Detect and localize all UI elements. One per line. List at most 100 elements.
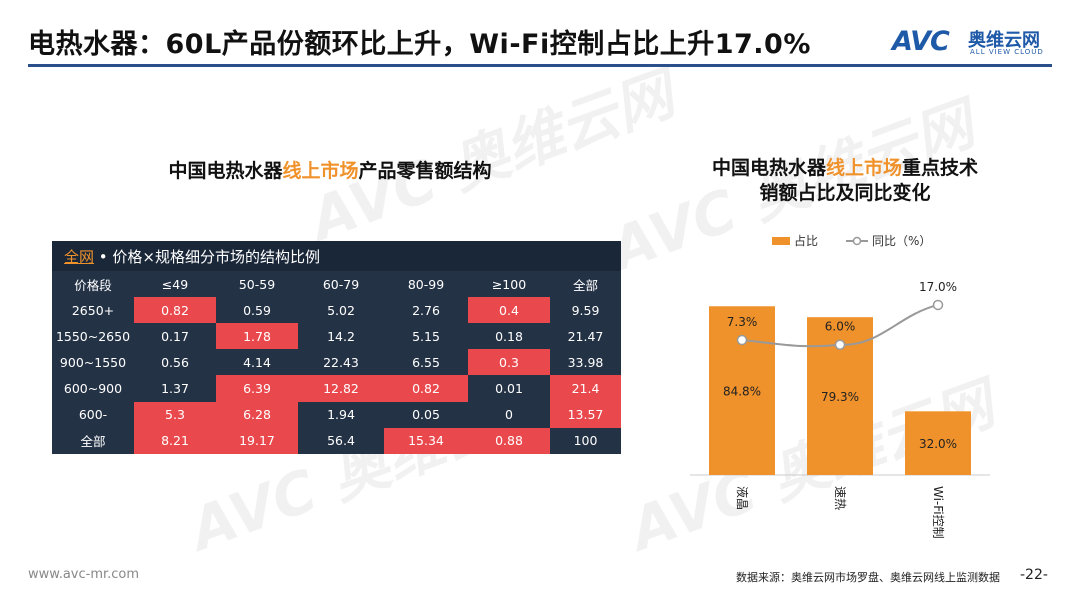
left-subtitle-b: 产品零售额结构: [358, 160, 492, 182]
category-label: Wi-Fi控制: [931, 486, 945, 539]
table-cell: 0.17: [161, 328, 189, 344]
table-cell: 0.05: [412, 407, 440, 423]
bar-share: [905, 411, 971, 475]
row-label: 1550~2650: [55, 328, 131, 344]
tech-chart: 占比 同比（%） 84.8% 79.3% 32.0% 7.3% 6.0% 17.0% 液晶 速热 W…: [690, 226, 1020, 556]
logo-mark: AVC: [892, 26, 950, 57]
bar-data-label: 79.3%: [821, 390, 859, 404]
right-subtitle-line1: 中国电热水器线上市场重点技术: [680, 156, 1010, 181]
logo-en: ALL VIEW CLOUD: [970, 48, 1044, 56]
table-cell: 1.94: [327, 407, 355, 423]
table-cell: 6.28: [216, 401, 298, 428]
row-label: 600~900: [63, 381, 123, 397]
yoy-point: [932, 299, 944, 311]
right-subtitle-highlight: 线上市场: [825, 157, 902, 179]
yoy-data-label: 6.0%: [825, 320, 856, 334]
table-cell: 0: [505, 407, 513, 423]
table-row: 600~900 1.37 6.39 12.82 0.82 0.01 21.4: [52, 375, 621, 402]
avc-logo: AVC 奥维云网 ALL VIEW CLOUD: [892, 26, 1052, 57]
table-cell: 0.88: [468, 427, 550, 454]
table-cell: 4.14: [243, 354, 271, 370]
column-header: 60-79: [322, 276, 360, 292]
row-label: 600-: [78, 407, 108, 423]
yoy-data-label: 17.0%: [919, 280, 957, 294]
logo-cn: 奥维云网: [968, 30, 1040, 51]
left-subtitle-a: 中国电热水器: [168, 160, 283, 182]
column-header: ≥100: [491, 276, 527, 292]
yoy-point: [834, 339, 846, 350]
table-header-bar: 全网 • 价格×规格细分市场的结构比例: [52, 241, 621, 271]
table-cell: 9.59: [571, 302, 600, 318]
table-header-text: 全网 • 价格×规格细分市场的结构比例: [64, 246, 320, 267]
yoy-point: [736, 334, 748, 346]
table-header-row: 价格段 ≤49 50-59 60-79 80-99 ≥100 全部: [52, 271, 621, 297]
table-cell: 56.4: [327, 433, 355, 449]
table-header-highlight: 全网: [64, 248, 95, 266]
bar-share: [709, 306, 775, 475]
table-row: 2650+ 0.82 0.59 5.02 2.76 0.4 9.59: [52, 297, 621, 324]
page-title: 电热水器：60L产品份额环比上升，Wi-Fi控制占比上升17.0%: [28, 29, 811, 60]
table-cell: 21.47: [567, 328, 604, 344]
right-subtitle-a: 中国电热水器: [711, 157, 826, 179]
table-row: 600- 5.3 6.28 1.94 0.05 0 13.57: [52, 401, 621, 428]
table-row: 全部 8.21 19.17 56.4 15.34 0.88 100: [52, 427, 621, 454]
column-header: 价格段: [74, 277, 112, 293]
table-cell: 13.57: [550, 401, 621, 428]
table-cell: 12.82: [298, 375, 384, 402]
table-cell: 6.39: [216, 375, 298, 402]
table-cell: 5.02: [327, 302, 355, 318]
legend-label-bar: 占比: [794, 233, 818, 248]
row-label: 全部: [80, 434, 106, 450]
table-cell: 5.3: [134, 401, 216, 428]
legend-marker-line: [852, 236, 862, 246]
table-cell: 0.4: [468, 297, 550, 324]
table-cell: 19.17: [216, 427, 298, 454]
table-cell: 0.3: [468, 349, 550, 376]
table-cell: 100: [573, 433, 598, 449]
table-cell: 1.78: [216, 323, 298, 350]
watermark: AVC 奥维云网: [301, 59, 683, 254]
table-cell: 0.18: [495, 328, 523, 344]
table-header-rest: • 价格×规格细分市场的结构比例: [94, 248, 320, 266]
tech-chart-svg: 占比 同比（%） 84.8% 79.3% 32.0% 7.3% 6.0% 17.0% 液晶 速热 W…: [690, 233, 990, 539]
yoy-data-label: 7.3%: [727, 315, 758, 329]
structure-grid: 价格段 ≤49 50-59 60-79 80-99 ≥100 全部 2650+ 0.82 0.5…: [52, 271, 621, 454]
table-cell: 0.56: [161, 354, 189, 370]
left-subtitle-highlight: 线上市场: [282, 160, 359, 182]
footer-url[interactable]: www.avc-mr.com: [28, 567, 140, 582]
column-header: ≤49: [161, 276, 189, 292]
column-header: 50-59: [238, 276, 276, 292]
table-cell: 0.59: [243, 302, 271, 318]
table-cell: 22.43: [323, 354, 359, 370]
table-cell: 33.98: [567, 354, 604, 370]
table-cell: 15.34: [384, 427, 468, 454]
table-row: 1550~2650 0.17 1.78 14.2 5.15 0.18 21.47: [52, 323, 621, 350]
footer-source: 数据来源：奥维云网市场罗盘、奥维云网线上监测数据: [736, 571, 1000, 584]
table-cell: 0.82: [384, 375, 468, 402]
row-label: 900~1550: [59, 354, 127, 370]
left-subtitle: 中国电热水器线上市场产品零售额结构: [120, 156, 540, 183]
category-label: 速热: [833, 486, 847, 510]
category-label: 液晶: [735, 486, 750, 510]
table-cell: 0.82: [134, 297, 216, 324]
table-cell: 5.15: [412, 328, 440, 344]
right-subtitle: 中国电热水器线上市场重点技术 销额占比及同比变化: [680, 156, 1010, 206]
column-header: 80-99: [407, 276, 445, 292]
right-subtitle-line2: 销额占比及同比变化: [759, 182, 931, 204]
title-divider: [28, 64, 1052, 67]
row-label: 2650+: [71, 302, 115, 318]
structure-table: 全网 • 价格×规格细分市场的结构比例 价格段 ≤49 50-59 60-79 80-9…: [52, 241, 621, 454]
table-row: 900~1550 0.56 4.14 22.43 6.55 0.3 33.98: [52, 349, 621, 376]
table-cell: 21.4: [550, 375, 621, 402]
column-header: 全部: [572, 277, 598, 293]
table-cell: 6.55: [412, 354, 440, 370]
legend-swatch-bar: [772, 237, 790, 245]
bar-data-label: 84.8%: [723, 385, 761, 399]
table-cell: 14.2: [327, 328, 355, 344]
table-cell: 8.21: [134, 427, 216, 454]
legend-label-line: 同比（%）: [872, 234, 931, 248]
table-cell: 0.01: [495, 381, 523, 397]
right-subtitle-b: 重点技术: [902, 157, 979, 179]
table-cell: 1.37: [161, 381, 189, 397]
table-cell: 2.76: [412, 302, 440, 318]
